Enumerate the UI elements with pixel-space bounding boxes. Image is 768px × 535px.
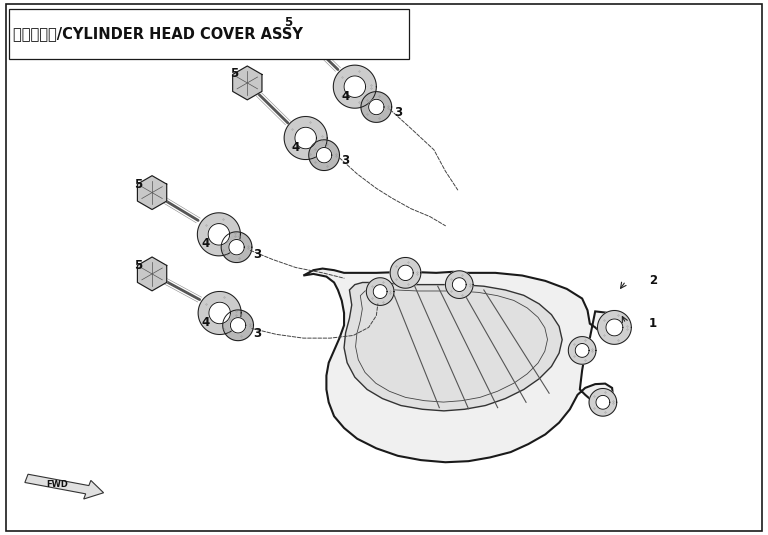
Polygon shape [398, 265, 413, 280]
Polygon shape [208, 224, 230, 245]
Polygon shape [230, 318, 246, 333]
Text: 4: 4 [202, 237, 210, 250]
Polygon shape [285, 15, 314, 49]
Polygon shape [366, 278, 394, 305]
Polygon shape [284, 117, 327, 159]
Text: 1: 1 [649, 317, 657, 330]
Text: 气缸盖罩组/CYLINDER HEAD COVER ASSY: 气缸盖罩组/CYLINDER HEAD COVER ASSY [13, 26, 303, 41]
Text: 3: 3 [394, 106, 402, 119]
Polygon shape [589, 388, 617, 416]
Polygon shape [221, 232, 252, 263]
Text: 4: 4 [342, 90, 349, 103]
Polygon shape [369, 100, 384, 114]
Polygon shape [137, 257, 167, 291]
Polygon shape [209, 302, 230, 324]
Polygon shape [223, 310, 253, 341]
Polygon shape [445, 271, 473, 299]
Text: 5: 5 [134, 178, 142, 190]
Text: 4: 4 [202, 316, 210, 328]
Polygon shape [316, 148, 332, 163]
Polygon shape [309, 140, 339, 171]
Polygon shape [333, 65, 376, 108]
Polygon shape [25, 474, 104, 499]
Polygon shape [575, 343, 589, 357]
Polygon shape [390, 257, 421, 288]
Polygon shape [198, 292, 241, 334]
Polygon shape [373, 285, 387, 299]
Text: 3: 3 [253, 327, 261, 340]
Polygon shape [344, 76, 366, 97]
Polygon shape [344, 282, 562, 411]
Text: FWD: FWD [47, 480, 68, 488]
Polygon shape [197, 213, 240, 256]
Polygon shape [233, 66, 262, 100]
Polygon shape [596, 395, 610, 409]
Polygon shape [295, 127, 316, 149]
Text: 2: 2 [649, 274, 657, 287]
Text: 4: 4 [292, 141, 300, 154]
Text: 3: 3 [342, 154, 349, 167]
Text: 5: 5 [284, 16, 292, 29]
Polygon shape [361, 91, 392, 123]
Polygon shape [137, 175, 167, 210]
Polygon shape [229, 240, 244, 255]
Polygon shape [568, 337, 596, 364]
Polygon shape [452, 278, 466, 292]
Text: 5: 5 [134, 259, 142, 272]
Text: 3: 3 [253, 248, 261, 261]
Text: 5: 5 [230, 67, 238, 80]
Polygon shape [598, 310, 631, 345]
Polygon shape [303, 269, 624, 462]
Bar [9, 9, 409, 59]
Polygon shape [606, 319, 623, 336]
